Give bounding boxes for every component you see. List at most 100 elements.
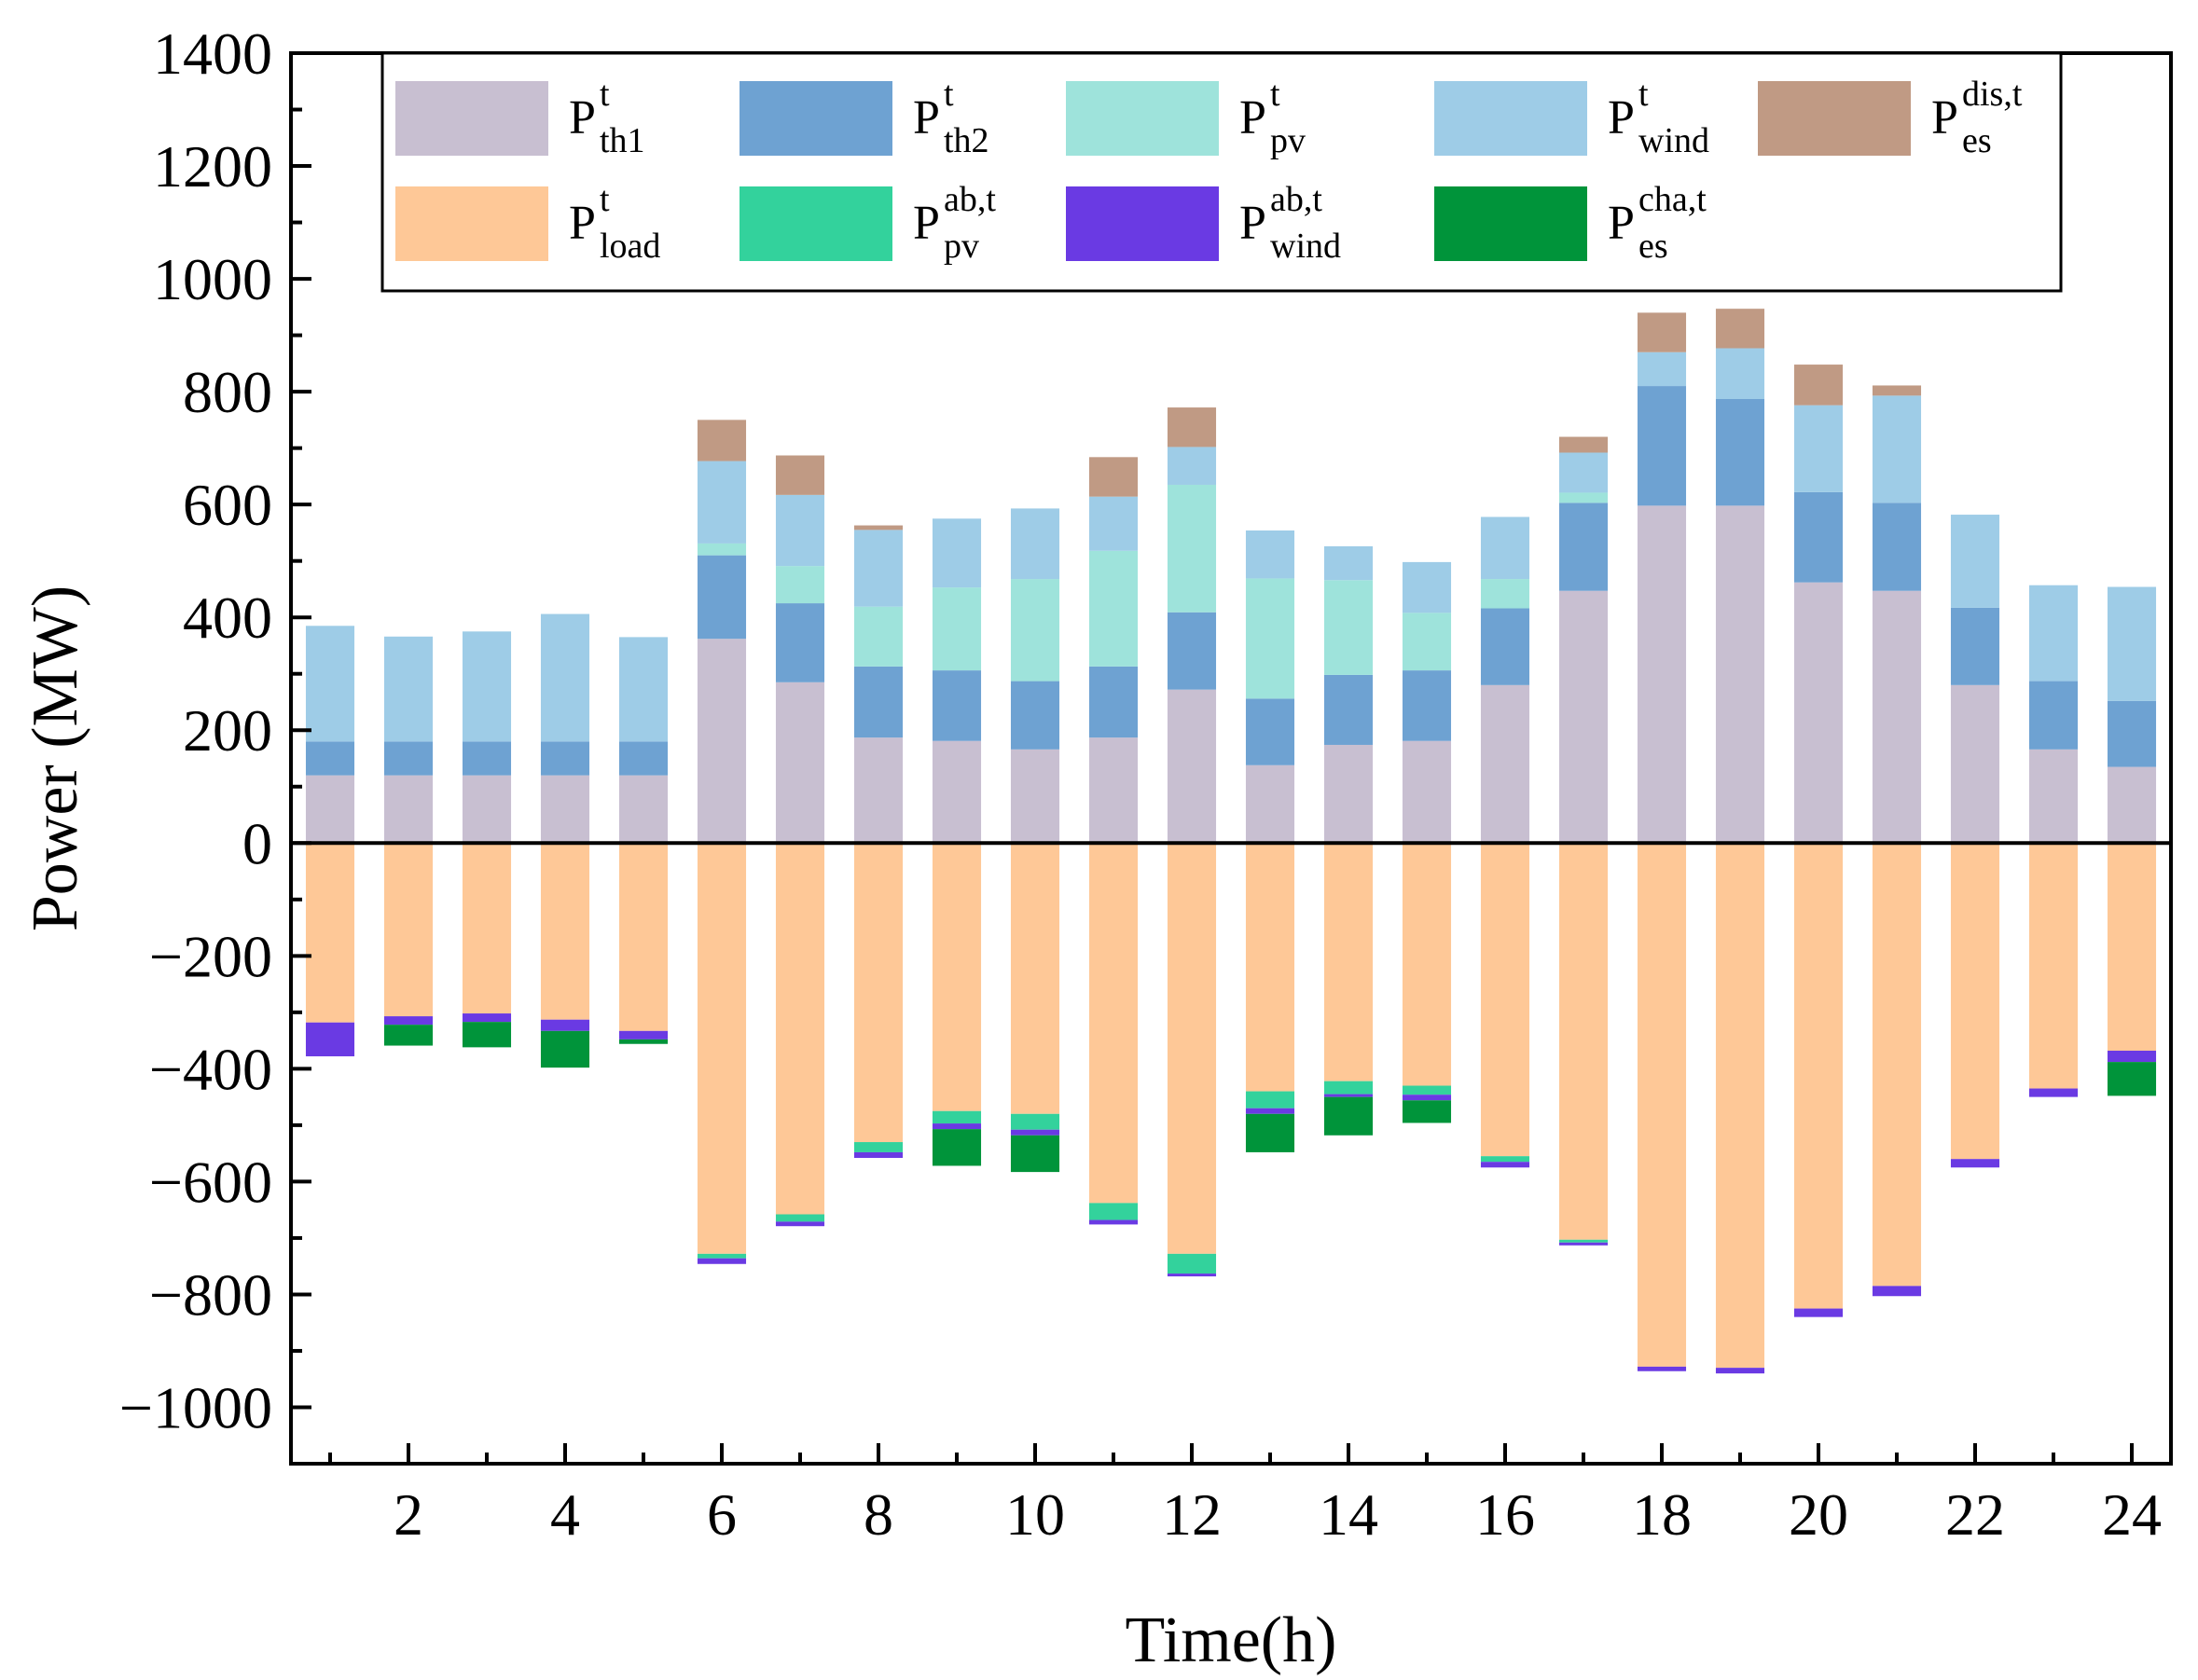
bar-th2-t5 [618, 741, 669, 776]
y-axis-title: Power (MW) [20, 585, 91, 931]
bar-load-t11 [1088, 843, 1139, 1204]
bar-load-t13 [1245, 843, 1295, 1092]
x-tick-label: 4 [550, 1481, 580, 1548]
bar-es_cha-t4 [540, 1030, 590, 1068]
bar-load-t16 [1480, 843, 1530, 1157]
bar-th2-t3 [462, 741, 512, 776]
bar-wind_ab-t1 [305, 1022, 355, 1057]
bar-pv-t8 [853, 606, 904, 667]
bar-th2-t13 [1245, 698, 1295, 765]
legend-sup-pv_ab: ab,t [944, 180, 996, 219]
x-tick-label: 12 [1162, 1481, 1222, 1548]
bar-pv-t9 [932, 587, 982, 671]
bar-th1-t10 [1010, 749, 1060, 844]
bar-es_cha-t2 [383, 1025, 434, 1046]
bar-pv_ab-t14 [1323, 1081, 1374, 1095]
bar-wind_ab-t8 [853, 1151, 904, 1158]
bar-pv-t7 [775, 566, 825, 604]
bar-th2-t7 [775, 603, 825, 682]
y-tick-label: −1000 [119, 1374, 272, 1440]
bar-wind_ab-t10 [1010, 1129, 1060, 1136]
bar-pv-t6 [697, 543, 747, 556]
bar-wind-t12 [1167, 447, 1217, 485]
bar-wind-t6 [697, 461, 747, 544]
bar-wind_ab-t17 [1558, 1242, 1609, 1246]
bar-pv_ab-t6 [697, 1253, 747, 1259]
legend-sup-wind: t [1638, 75, 1649, 114]
bar-th2-t19 [1715, 398, 1765, 506]
axes-layer: −1000 −800 −600 −400 −200 0 200 400 600 800 1000 12… [119, 21, 2173, 1548]
bar-wind-t18 [1637, 351, 1687, 387]
bar-wind-t1 [305, 626, 355, 742]
bar-pv-t17 [1558, 492, 1609, 503]
bar-es_dis-t11 [1088, 457, 1139, 497]
bar-th1-t22 [1950, 684, 2000, 844]
bar-pv_ab-t13 [1245, 1091, 1295, 1109]
x-tick-label: 20 [1789, 1481, 1848, 1548]
legend-sub-es_dis: es [1962, 121, 1992, 160]
bar-pv-t14 [1323, 580, 1374, 675]
bar-es_cha-t24 [2107, 1062, 2157, 1096]
bar-wind-t5 [618, 637, 669, 742]
bar-wind_ab-t22 [1950, 1159, 2000, 1168]
bar-load-t8 [853, 843, 904, 1143]
bar-load-t23 [2028, 843, 2079, 1089]
y-tick-label: 200 [183, 697, 272, 764]
bar-load-t17 [1558, 843, 1609, 1240]
bar-load-t3 [462, 843, 512, 1014]
bar-th1-t4 [540, 775, 590, 844]
x-tick-label: 2 [394, 1481, 423, 1548]
bar-wind-t23 [2028, 585, 2079, 682]
bars-layer [305, 309, 2157, 1374]
bar-th2-t10 [1010, 681, 1060, 750]
bar-wind-t9 [932, 518, 982, 588]
bar-load-t7 [775, 843, 825, 1215]
bar-load-t9 [932, 843, 982, 1111]
bar-th1-t2 [383, 775, 434, 844]
bar-pv-t13 [1245, 578, 1295, 699]
bar-wind-t24 [2107, 586, 2157, 701]
bar-th1-t13 [1245, 764, 1295, 844]
bar-wind-t15 [1402, 561, 1452, 613]
bar-load-t20 [1793, 843, 1844, 1309]
x-tick-label: 16 [1475, 1481, 1535, 1548]
bar-es_cha-t10 [1010, 1135, 1060, 1173]
x-tick-label: 22 [1945, 1481, 2005, 1548]
legend-sup-wind_ab: ab,t [1270, 180, 1322, 219]
bar-load-t4 [540, 843, 590, 1020]
bar-load-t12 [1167, 843, 1217, 1254]
bar-pv_ab-t12 [1167, 1253, 1217, 1274]
bar-wind-t17 [1558, 452, 1609, 493]
bar-wind_ab-t14 [1323, 1094, 1374, 1097]
legend-label-es_dis: P [1931, 91, 1958, 145]
bar-th2-t15 [1402, 670, 1452, 741]
y-tick-label: 600 [183, 472, 272, 538]
bar-wind-t8 [853, 530, 904, 607]
x-tick-label: 18 [1632, 1481, 1692, 1548]
legend-swatch-pv_ab [740, 186, 892, 261]
bar-th1-t20 [1793, 582, 1844, 844]
bar-th2-t8 [853, 666, 904, 738]
y-tick-label: 1400 [153, 21, 272, 87]
bar-th2-t1 [305, 741, 355, 776]
bar-wind_ab-t18 [1637, 1366, 1687, 1371]
legend-label-load: P [569, 197, 596, 250]
bar-wind_ab-t12 [1167, 1274, 1217, 1277]
legend-swatch-es_cha [1434, 186, 1587, 261]
bar-wind_ab-t23 [2028, 1088, 2079, 1097]
legend-label-th1: P [569, 91, 596, 145]
bar-es_cha-t15 [1402, 1100, 1452, 1123]
bar-th1-t17 [1558, 590, 1609, 844]
x-tick-label: 8 [864, 1481, 893, 1548]
bar-load-t15 [1402, 843, 1452, 1086]
bar-load-t5 [618, 843, 669, 1031]
legend-sup-es_cha: cha,t [1638, 180, 1707, 219]
legend-swatch-pv [1066, 81, 1219, 156]
bar-th1-t1 [305, 775, 355, 844]
bar-th2-t23 [2028, 681, 2079, 750]
bar-pv-t15 [1402, 613, 1452, 671]
bar-wind_ab-t15 [1402, 1095, 1452, 1101]
legend-swatch-es_dis [1758, 81, 1911, 156]
bar-es_cha-t3 [462, 1022, 512, 1048]
bar-wind_ab-t4 [540, 1019, 590, 1031]
